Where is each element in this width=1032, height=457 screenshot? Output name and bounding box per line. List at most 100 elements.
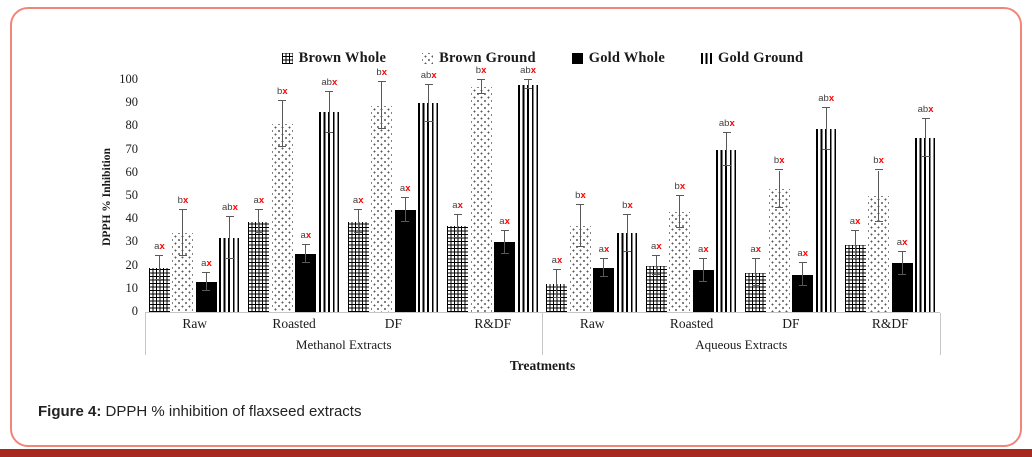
bar-wrap: bx: [669, 80, 691, 312]
bar-wrap: bx: [569, 80, 591, 312]
error-bar-cap: [898, 250, 907, 252]
significance-label: abx: [321, 76, 338, 88]
significance-label: ax: [201, 257, 212, 269]
error-bar-cap: [453, 213, 462, 215]
error-bar-cap: [775, 169, 784, 171]
bar: [347, 221, 369, 312]
error-bar-cap: [178, 255, 187, 257]
bar-group: ax bx ax abx: [145, 80, 244, 312]
bar-wrap: ax: [645, 80, 667, 312]
bar: [271, 124, 293, 312]
error-bar-cap: [599, 276, 608, 278]
error-bar-cap: [623, 213, 632, 215]
bar: [371, 105, 393, 312]
error-bar: [229, 216, 231, 259]
caption-text: DPPH % inhibition of flaxseed extracts: [101, 403, 362, 420]
bar: [815, 128, 837, 312]
error-bar-cap: [874, 169, 883, 171]
error-bar-cap: [675, 195, 684, 196]
bar-wrap: ax: [394, 80, 416, 312]
bar: [616, 233, 638, 312]
significance-label: abx: [818, 92, 835, 104]
bottom-accent-bar: [0, 449, 1032, 457]
bar: [891, 263, 913, 312]
error-bar-cap: [301, 262, 310, 264]
significance-label: abx: [420, 69, 437, 81]
section-row: Methanol Extracts Aqueous Extracts: [145, 333, 940, 353]
significance-label: bx: [376, 67, 387, 79]
x-axis-title: Treatments: [509, 358, 576, 373]
bar: [692, 270, 714, 312]
legend-swatch-icon: [281, 53, 293, 64]
bar: [768, 189, 790, 312]
y-tick-label: 100: [119, 72, 138, 86]
error-bar: [527, 80, 529, 90]
legend: Brown Whole Brown Ground Gold Whole Gold Gr…: [145, 50, 940, 67]
error-bar: [428, 84, 430, 122]
category-row: Raw Roasted DF R&DF Raw Roasted DF R&DF: [145, 313, 940, 333]
error-bar: [778, 170, 780, 208]
error-bar-cap: [699, 280, 708, 282]
error-bar: [205, 272, 207, 292]
error-bar-cap: [377, 81, 386, 83]
bar: [517, 84, 539, 312]
legend-swatch-icon: [571, 53, 583, 64]
bar-wrap: ax: [295, 80, 317, 312]
figure-frame: [10, 7, 1022, 447]
bar: [844, 244, 866, 312]
bar: [470, 86, 492, 312]
error-bar: [626, 214, 628, 252]
bar: [593, 267, 615, 312]
significance-label: ax: [849, 215, 861, 227]
bar: [219, 237, 241, 312]
x-axis-table: Raw Roasted DF R&DF Raw Roasted DF R&DF Methano…: [144, 313, 941, 355]
y-tick-label: 30: [125, 234, 139, 249]
bar-wrap: ax: [546, 80, 568, 312]
bar-wrap: ax: [195, 80, 217, 312]
legend-item-1: Brown Ground: [422, 50, 536, 67]
bar-wrap: ax: [745, 80, 767, 312]
error-bar-cap: [278, 99, 287, 101]
bar-wrap: abx: [318, 76, 340, 312]
y-tick-label: 50: [125, 188, 139, 202]
significance-label: ax: [698, 243, 709, 255]
category-label: Roasted: [669, 316, 714, 331]
bar-wrap: bx: [172, 80, 194, 312]
error-bar: [755, 258, 757, 287]
error-bar-cap: [424, 83, 433, 85]
significance-label: ax: [551, 255, 563, 267]
significance-label: bx: [475, 65, 487, 76]
legend-item-0: Brown Whole: [281, 50, 386, 67]
bar-wrap: ax: [494, 80, 516, 312]
error-bar: [702, 258, 704, 282]
y-tick-label: 70: [125, 141, 139, 156]
bar-wrap: bx: [371, 68, 393, 312]
error-bar: [457, 214, 459, 238]
error-bar-cap: [424, 120, 433, 122]
bar: [494, 242, 516, 312]
bar-wrap: bx: [271, 80, 293, 312]
category-label: DF: [782, 316, 800, 331]
y-tick-label: 20: [125, 257, 139, 272]
error-bar: [802, 263, 804, 287]
bar: [645, 265, 667, 312]
legend-label: Brown Ground: [439, 50, 536, 66]
bar-wrap: ax: [593, 80, 615, 312]
category-label: R&DF: [474, 316, 512, 331]
significance-label: bx: [177, 194, 189, 206]
bar: [248, 221, 270, 312]
figure-caption: Figure 4: DPPH % inhibition of flaxseed …: [38, 403, 361, 420]
significance-label: abx: [917, 104, 934, 116]
error-bar: [679, 196, 681, 229]
bar: [745, 272, 767, 312]
error-bar: [381, 82, 383, 129]
significance-label: bx: [674, 181, 686, 192]
error-bar: [556, 270, 558, 299]
significance-label: ax: [750, 243, 761, 255]
bar-wrap: ax: [891, 80, 913, 312]
significance-label: bx: [873, 155, 884, 167]
error-bar: [579, 205, 581, 248]
legend-item-3: Gold Ground: [700, 50, 803, 67]
bar-wrap: ax: [844, 80, 866, 312]
error-bar-cap: [699, 257, 708, 259]
